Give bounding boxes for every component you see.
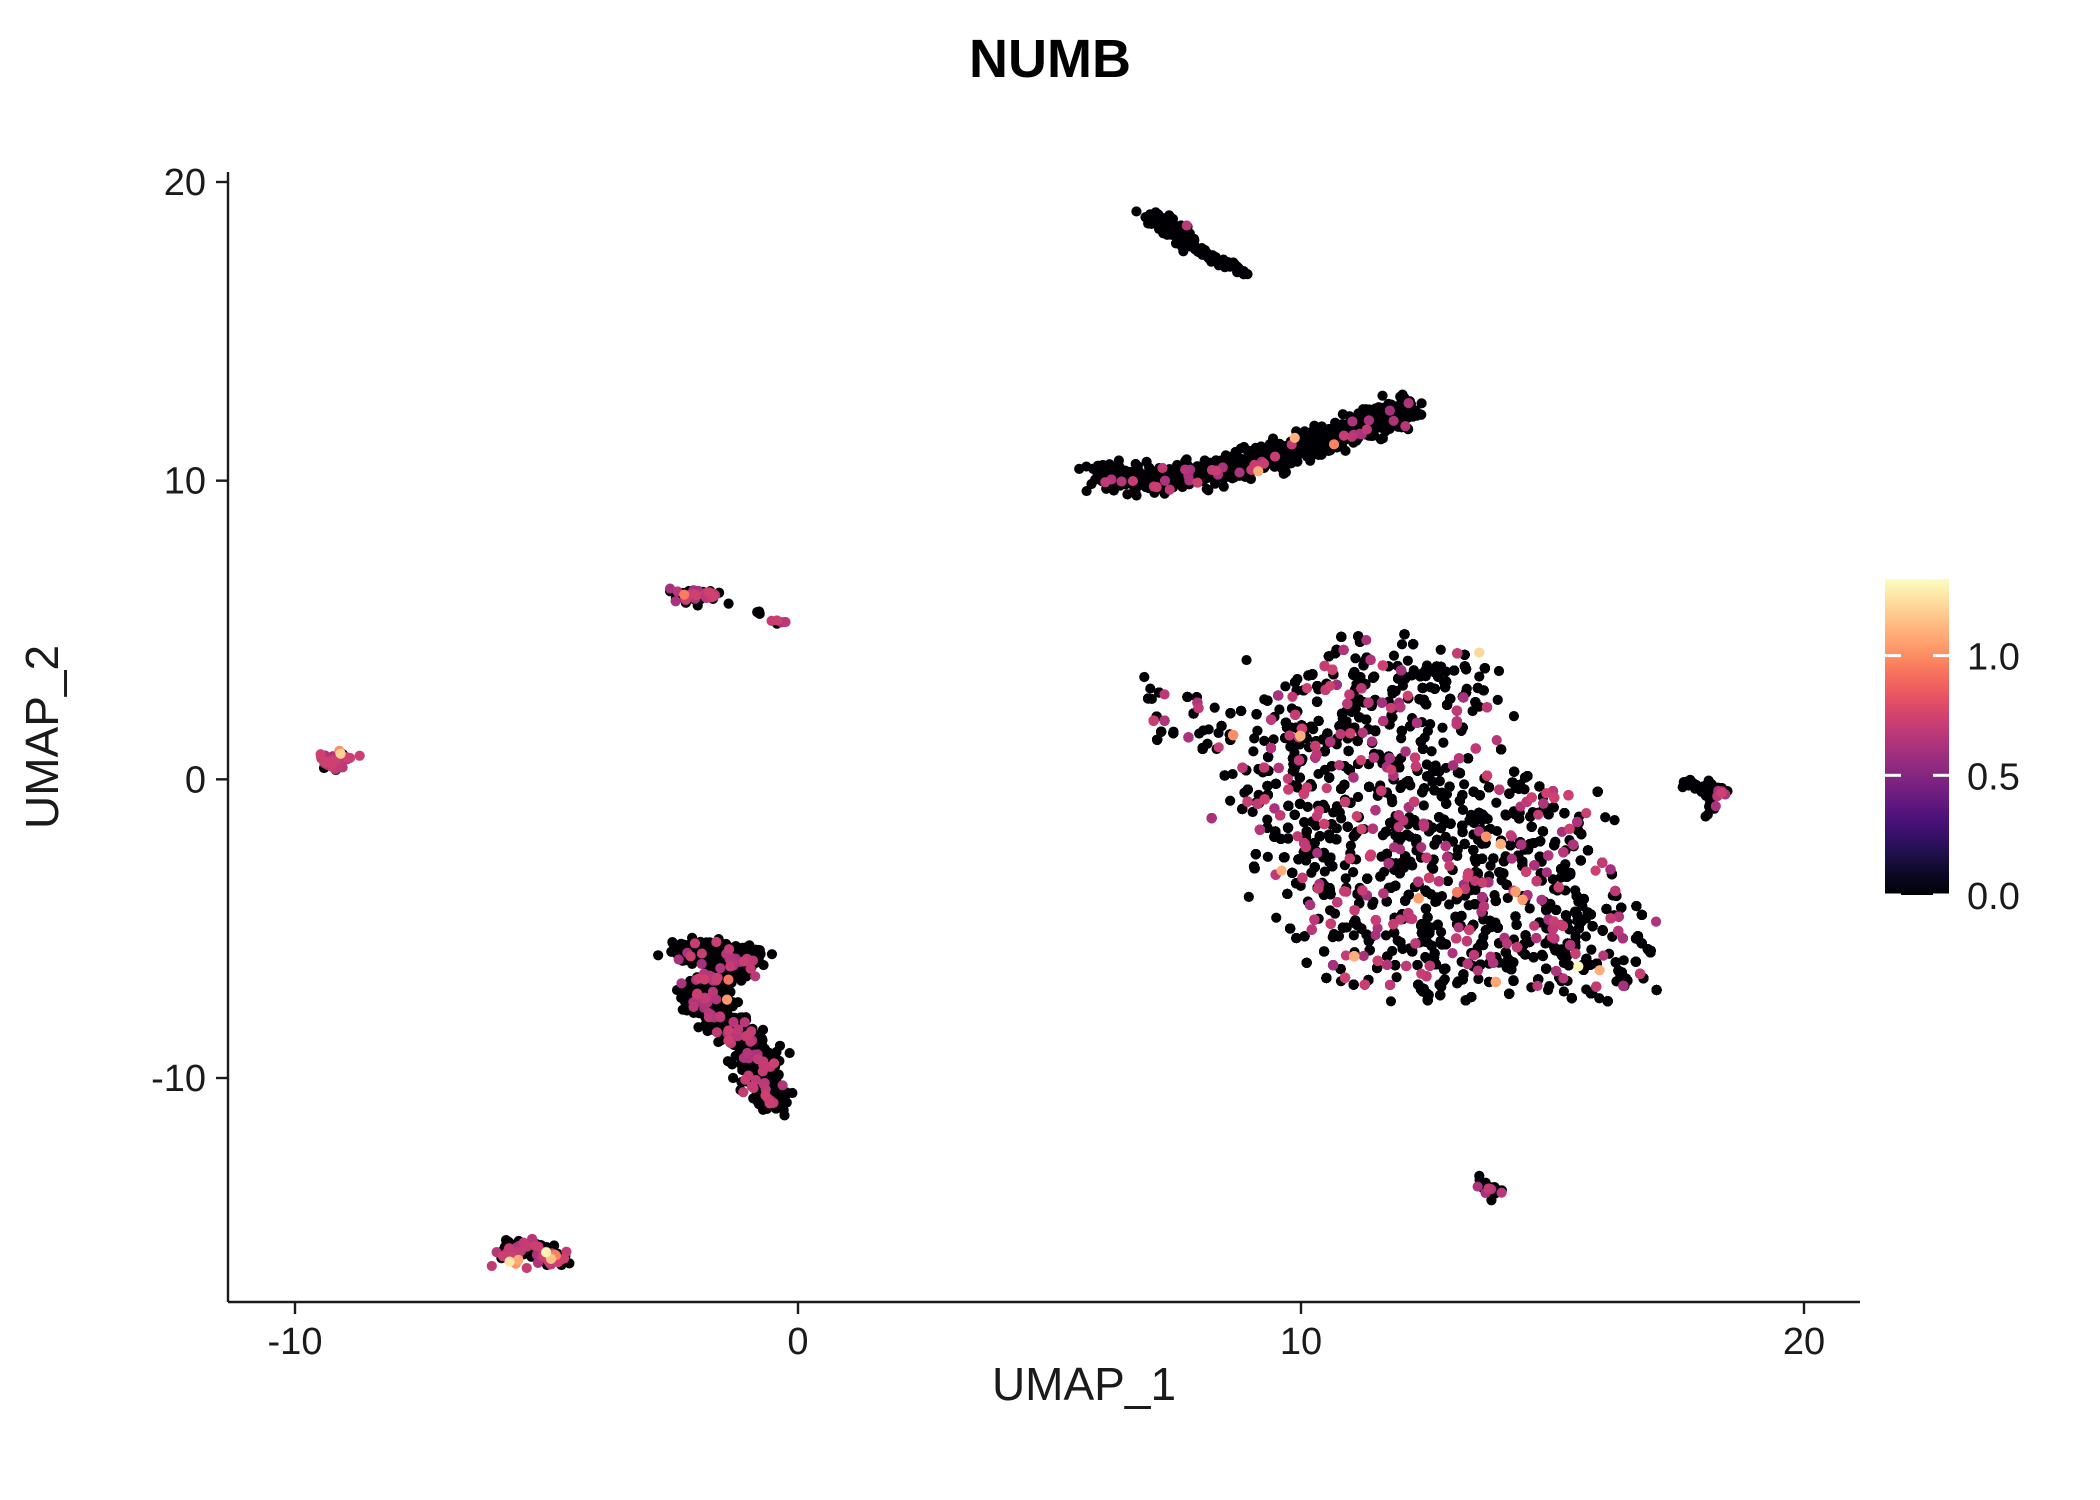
svg-text:0: 0 (185, 759, 206, 801)
svg-text:10: 10 (1280, 1321, 1322, 1363)
svg-text:10: 10 (164, 461, 206, 503)
svg-text:-10: -10 (151, 1058, 206, 1100)
svg-text:UMAP_2: UMAP_2 (16, 645, 68, 829)
svg-text:20: 20 (1783, 1321, 1825, 1363)
svg-text:0: 0 (787, 1321, 808, 1363)
svg-text:-10: -10 (268, 1321, 323, 1363)
svg-text:20: 20 (164, 162, 206, 204)
svg-text:UMAP_1: UMAP_1 (992, 1358, 1176, 1410)
